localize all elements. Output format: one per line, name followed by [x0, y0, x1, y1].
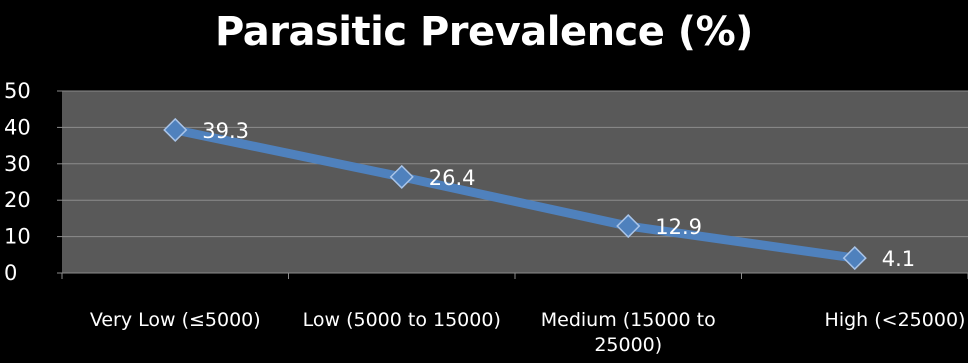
y-tick-label: 0 — [4, 261, 17, 285]
data-label: 39.3 — [202, 119, 249, 143]
y-tick-label: 10 — [4, 225, 31, 249]
y-tick-label: 50 — [4, 79, 31, 103]
series-line — [170, 125, 860, 263]
data-point-marker — [163, 117, 188, 143]
plot-area — [62, 91, 968, 273]
y-tick-label: 40 — [4, 115, 31, 139]
data-point-marker — [389, 164, 414, 189]
y-tick-label: 30 — [4, 152, 31, 176]
x-tick-label: Very Low (≤5000) — [90, 309, 261, 331]
data-label: 4.1 — [882, 247, 915, 271]
x-tick-label: Low (5000 to 15000) — [303, 309, 501, 331]
data-label: 26.4 — [429, 166, 476, 190]
data-point-marker — [842, 246, 867, 271]
x-tick-label: Medium (15000 to 25000) — [541, 309, 716, 356]
data-point-marker — [616, 213, 641, 239]
x-tick-label: High (<25000) — [825, 309, 966, 331]
chart-title: Parasitic Prevalence (%) — [215, 9, 753, 55]
y-tick-label: 20 — [4, 188, 31, 212]
data-label: 12.9 — [655, 215, 702, 239]
